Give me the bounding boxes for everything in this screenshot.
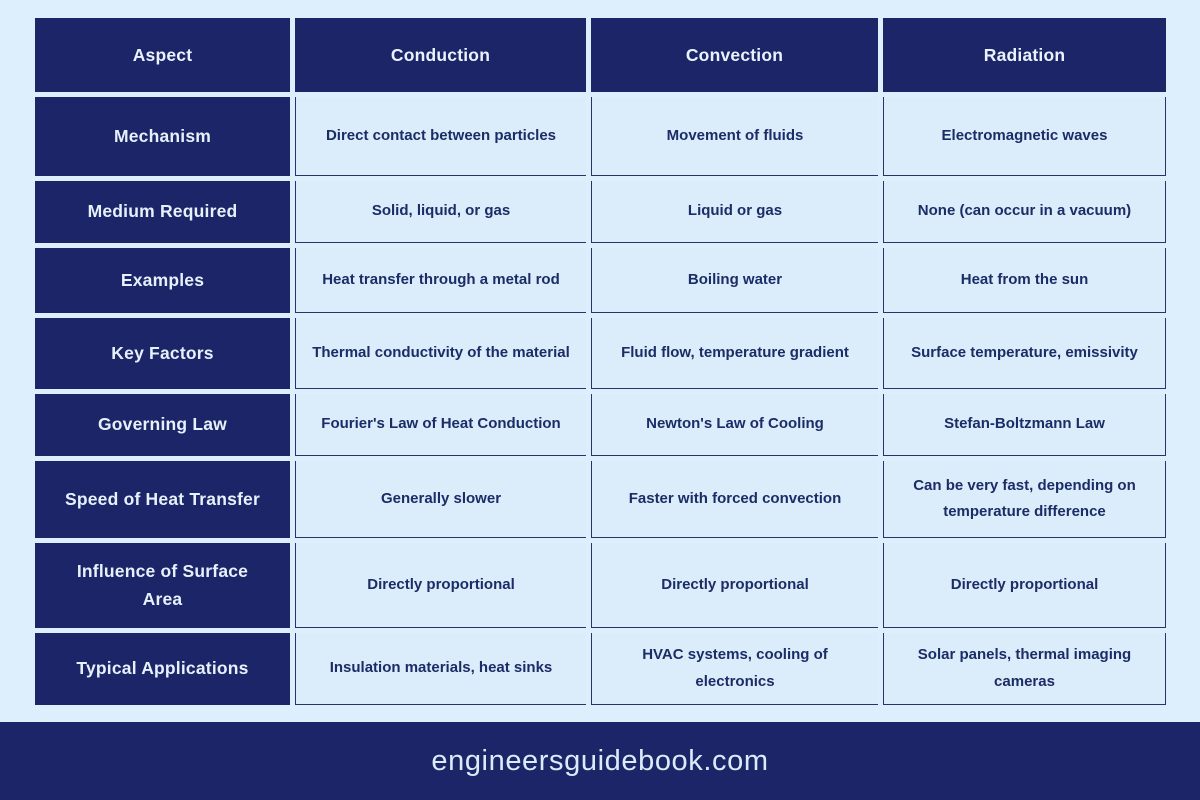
value-cell-radiation: Stefan-Boltzmann Law — [883, 394, 1166, 456]
value-cell-conduction: Insulation materials, heat sinks — [295, 633, 586, 705]
aspect-cell: Typical Applications — [35, 633, 290, 705]
aspect-cell: Governing Law — [35, 394, 290, 456]
value-cell-convection: Boiling water — [591, 248, 878, 313]
value-cell-convection: Fluid flow, temperature gradient — [591, 318, 878, 389]
header-cell-aspect: Aspect — [35, 18, 290, 92]
value-cell-convection: Movement of fluids — [591, 97, 878, 176]
header-cell-conduction: Conduction — [295, 18, 586, 92]
value-cell-conduction: Thermal conductivity of the material — [295, 318, 586, 389]
value-cell-conduction: Directly proportional — [295, 543, 586, 628]
value-cell-conduction: Generally slower — [295, 461, 586, 538]
value-cell-conduction: Heat transfer through a metal rod — [295, 248, 586, 313]
aspect-cell: Speed of Heat Transfer — [35, 461, 290, 538]
footer-site-url: engineersguidebook.com — [431, 744, 769, 777]
value-cell-radiation: Solar panels, thermal imaging cameras — [883, 633, 1166, 705]
aspect-cell: Influence of Surface Area — [35, 543, 290, 628]
aspect-cell: Examples — [35, 248, 290, 313]
aspect-cell: Medium Required — [35, 181, 290, 243]
value-cell-radiation: Heat from the sun — [883, 248, 1166, 313]
value-cell-convection: Directly proportional — [591, 543, 878, 628]
footer-banner: engineersguidebook.com — [0, 722, 1200, 800]
heat-transfer-comparison-table: Aspect Conduction Convection Radiation M… — [35, 18, 1166, 705]
aspect-cell: Mechanism — [35, 97, 290, 176]
value-cell-radiation: Can be very fast, depending on temperatu… — [883, 461, 1166, 538]
value-cell-conduction: Direct contact between particles — [295, 97, 586, 176]
value-cell-conduction: Solid, liquid, or gas — [295, 181, 586, 243]
header-cell-convection: Convection — [591, 18, 878, 92]
value-cell-conduction: Fourier's Law of Heat Conduction — [295, 394, 586, 456]
value-cell-convection: Liquid or gas — [591, 181, 878, 243]
value-cell-radiation: None (can occur in a vacuum) — [883, 181, 1166, 243]
value-cell-radiation: Directly proportional — [883, 543, 1166, 628]
aspect-cell: Key Factors — [35, 318, 290, 389]
header-cell-radiation: Radiation — [883, 18, 1166, 92]
value-cell-convection: Faster with forced convection — [591, 461, 878, 538]
value-cell-convection: Newton's Law of Cooling — [591, 394, 878, 456]
value-cell-convection: HVAC systems, cooling of electronics — [591, 633, 878, 705]
value-cell-radiation: Electromagnetic waves — [883, 97, 1166, 176]
value-cell-radiation: Surface temperature, emissivity — [883, 318, 1166, 389]
